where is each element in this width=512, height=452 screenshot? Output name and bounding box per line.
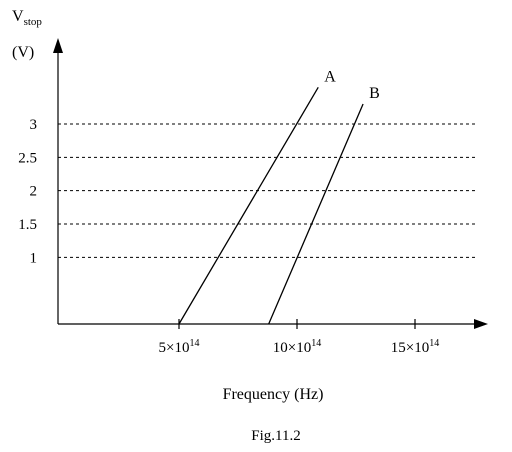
series-line-A [178,87,319,325]
y-tick-label: 3 [30,117,38,133]
y-axis-unit: (V) [12,44,34,61]
x-tick-label: 10×1014 [273,338,321,356]
axes [53,38,488,329]
x-tick-labels: 5×1014 10×1014 15×1014 [159,319,439,356]
figure-caption: Fig.11.2 [251,428,300,444]
series-line-B [268,103,364,325]
grid-lines [58,123,476,258]
y-axis-label-sub: stop [24,16,43,28]
series-label-B: B [369,85,380,102]
y-tick-labels: 1 1.5 2 2.5 3 [18,117,37,266]
series-lines: AB [178,68,380,325]
x-axis-label: Frequency (Hz) [223,386,324,403]
series-label-A: A [324,68,336,85]
y-axis-arrow [53,38,63,53]
x-tick-label: 5×1014 [159,338,200,356]
y-axis-label-main: V [12,8,24,25]
x-axis-arrow [474,319,488,329]
y-tick-label: 1 [30,250,38,266]
y-tick-label: 2 [30,184,38,200]
y-tick-label: 2.5 [18,150,37,166]
y-axis-label: Vstop [12,8,42,28]
x-tick-label: 15×1014 [391,338,439,356]
y-tick-label: 1.5 [18,217,37,233]
